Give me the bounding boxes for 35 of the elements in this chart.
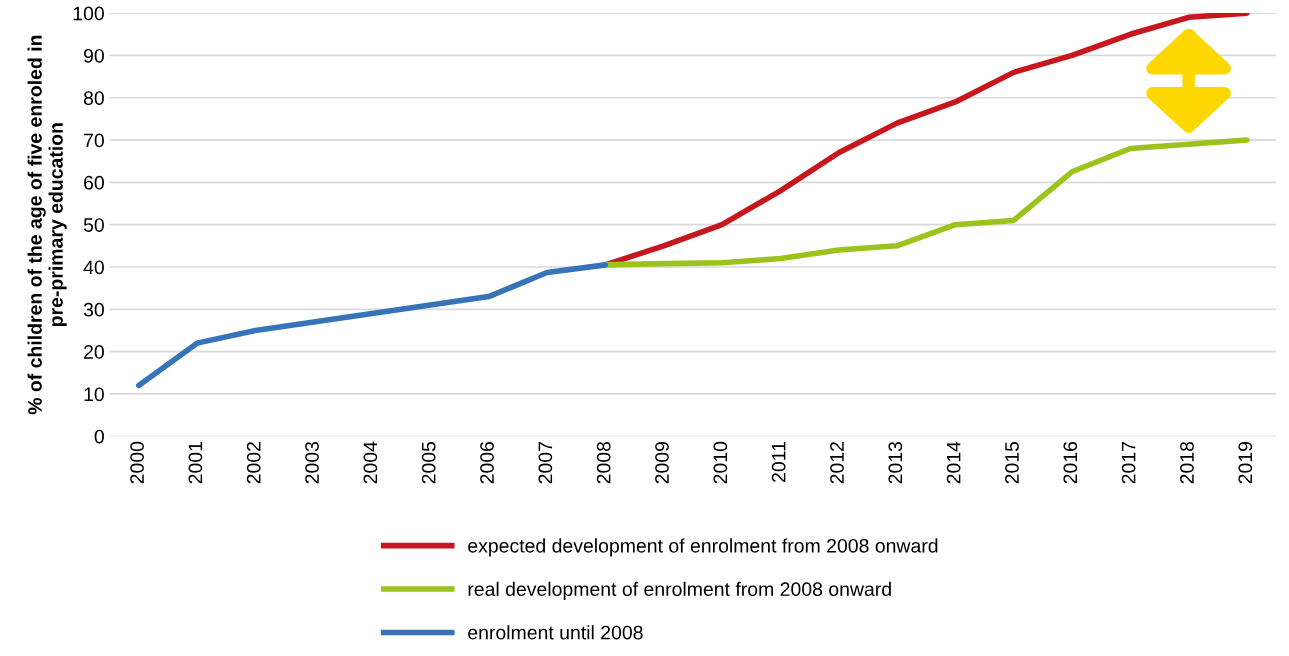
y-tick-label: 100 [73, 6, 104, 21]
legend-label: enrolment until 2008 [468, 625, 643, 640]
x-tick-label: 2009 [655, 442, 669, 484]
x-tick-label: 2007 [538, 442, 553, 484]
x-tick-label: 2017 [1121, 442, 1136, 484]
y-tick-label: 40 [83, 260, 104, 275]
y-tick-label: 0 [94, 429, 104, 444]
x-tick-label: 2003 [305, 441, 319, 484]
x-tick-label: 2000 [130, 441, 144, 484]
y-tick-label: 90 [83, 48, 104, 63]
y-tick-label: 70 [84, 133, 104, 148]
x-tick-label: 2011 [771, 442, 786, 482]
y-tick-label: 10 [84, 387, 104, 402]
x-tick-label: 2002 [246, 442, 261, 484]
x-tick-label: 2008 [596, 441, 611, 484]
y-axis-title: % of children of the age of five enroled in pre-primary education [27, 35, 67, 415]
x-tick-label: 2006 [480, 441, 494, 484]
legend-label: real development of enrolment from 2008 onward [468, 581, 891, 600]
y-tick-label: 50 [83, 218, 104, 232]
x-tick-label: 2010 [713, 441, 728, 484]
y-tick-label: 60 [84, 175, 104, 190]
y-tick-label: 20 [84, 345, 104, 359]
legend-label: expected development of enrolment from 2008 onward [468, 538, 938, 557]
x-tick-label: 2014 [946, 441, 961, 484]
x-tick-label: 2004 [363, 441, 378, 484]
y-tick-label: 30 [83, 302, 104, 317]
x-tick-label: 2015 [1005, 441, 1019, 484]
x-tick-label: 2018 [1180, 441, 1194, 484]
x-tick-label: 2012 [830, 442, 844, 484]
y-tick-label: 80 [83, 91, 104, 105]
x-tick-label: 2019 [1238, 442, 1253, 484]
x-tick-label: 2013 [888, 441, 903, 484]
x-tick-label: 2001 [188, 442, 203, 484]
x-tick-label: 2016 [1063, 441, 1078, 484]
x-tick-label: 2005 [421, 441, 436, 484]
